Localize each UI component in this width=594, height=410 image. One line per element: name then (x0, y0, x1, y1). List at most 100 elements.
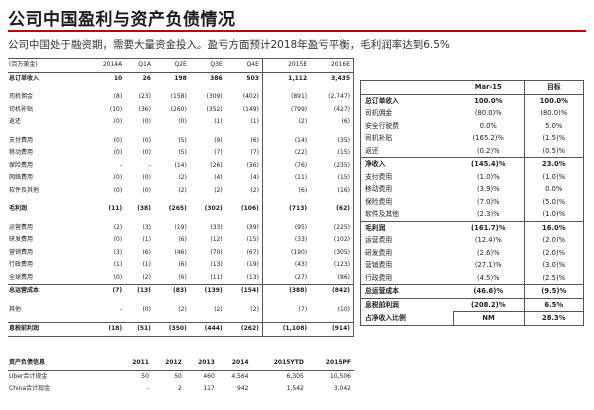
cell-value: (1) (214, 118, 223, 125)
row-label: 返还 (9, 118, 22, 125)
row-label: 其他 (9, 305, 22, 313)
cell-value: (208.2)% (453, 297, 525, 312)
row-label: 司机补贴 (365, 134, 393, 142)
cell-value: (106) (240, 205, 259, 212)
row-label: 司机补贴 (9, 105, 34, 113)
column-header: 2012 (151, 357, 185, 371)
cell-value: (10) (310, 303, 355, 316)
column-header: 2015PF (306, 357, 354, 371)
cell-value: (352) (206, 105, 223, 113)
row-label: 研发费用 (9, 236, 34, 243)
cell-value: (1) (250, 118, 259, 125)
table-row: 毛利润 (11) (38) (265) (302) (106) (713) (62) (8, 203, 355, 216)
cell-value (310, 297, 355, 304)
cell-value: (4) (214, 174, 223, 181)
cell-value: (2.5)% (523, 271, 584, 285)
cell-value (261, 197, 311, 203)
cell-value: 460 (203, 372, 215, 380)
balance-sheet-table: 资产负债信息 2011 2012 2013 2014 2015YTD 2015PF Uber合… (8, 357, 354, 396)
cell-value: 10,506 (330, 372, 351, 380)
table-row (8, 85, 355, 91)
cell-value: (0) (142, 305, 151, 313)
table-row: 营销费用 (3) (6) (46) (70) (67) (190) (305) (8, 246, 355, 259)
cell-value: (0.5)% (523, 144, 584, 158)
column-header: 2015YTD (251, 357, 307, 371)
cell-value: (19) (246, 261, 259, 268)
cell-value: (36) (246, 161, 259, 169)
cell-value: (1.0)% (523, 170, 584, 183)
cell-value: (46.6)% (453, 284, 525, 298)
title-divider (8, 30, 586, 32)
cell-value: NM (452, 311, 525, 326)
table-header-row: (百万美金) 2014A Q1A Q2E Q3E Q4E 2015E 2016E (8, 58, 355, 73)
cell-value: (0) (142, 118, 151, 125)
cell-value: (309) (206, 93, 223, 100)
cell-value: (4.5)% (476, 273, 500, 282)
cell-value: (8) (113, 93, 123, 100)
cell-value: (62) (310, 203, 355, 216)
cell-value: (3.0)% (523, 259, 584, 272)
cell-value: (86) (310, 271, 355, 285)
cell-value: (7) (87, 284, 126, 298)
cell-value: (842) (310, 284, 355, 298)
table-row: 司机补贴 (165.2)% (1.5)% (361, 132, 584, 145)
column-header: 目标 (523, 80, 584, 95)
row-label: 移动费用 (9, 149, 34, 156)
cell-value: (2) (113, 223, 123, 231)
cell-value: (13) (210, 261, 223, 268)
cell-value (310, 128, 355, 135)
table-row: 总订单收入 10 26 198 386 503 1,112 3,435 (8, 72, 355, 85)
cell-value (261, 297, 311, 304)
cell-value: 2 (178, 385, 182, 392)
row-label: 毛利润 (360, 220, 453, 234)
cell-value: (2.6)% (476, 248, 500, 257)
table-header-row: Mar-15 目标 (360, 80, 584, 95)
table-row: 司机佣金 (80.0)% (80.0)% (361, 107, 584, 120)
row-label: 司机佣金 (365, 109, 393, 117)
cell-value (261, 128, 311, 135)
cell-value: (12.4)% (474, 236, 502, 244)
cell-value: (7.0)% (476, 197, 500, 206)
table-row (8, 128, 355, 135)
table-row: 研发费用 (2.6)% (2.0)% (361, 246, 584, 259)
table-row: 净收入 (145.4)% 23.0% (360, 157, 584, 171)
page-title: 公司中国盈利与资产负债情况 (8, 10, 236, 30)
cell-value: (444) (189, 322, 226, 337)
row-label: 司机佣金 (9, 93, 34, 100)
cell-value: (46) (174, 248, 187, 256)
cell-value: 503 (246, 74, 259, 82)
column-header: Q3E (189, 58, 226, 73)
table-row: 司机补贴 (10) (36) (260) (352) (149) (799) (427) (8, 103, 355, 116)
table-row: 总运营成本 (46.6)% (9.5)% (360, 284, 584, 298)
column-header: Q4E (225, 58, 263, 73)
cell-value: (914) (310, 322, 355, 337)
cell-value: (427) (310, 103, 355, 116)
column-header: (百万美金) (8, 58, 87, 73)
row-label: 保险费用 (365, 197, 393, 206)
cell-value: (2) (178, 305, 187, 313)
cell-value: 1,112 (261, 72, 311, 85)
row-label: 运营费用 (9, 223, 34, 231)
table-row: 行政费用 (1) (1) (6) (13) (19) (43) (123) (8, 259, 355, 272)
table-row: 司机佣金 (8) (23) (158) (309) (402) (891) (2,747) (8, 91, 355, 104)
column-header: Q2E (153, 58, 190, 73)
cell-value: 3,435 (310, 72, 355, 85)
cell-value: (43) (261, 259, 311, 272)
cell-value: (13) (246, 273, 259, 281)
row-label: 行政费用 (365, 273, 393, 282)
cell-value: (10) (109, 105, 123, 113)
cell-value: (0) (142, 149, 151, 156)
row-label: 运营费用 (365, 236, 393, 244)
cell-value (310, 197, 355, 203)
cell-value: (2.3)% (476, 210, 500, 218)
row-label: 支付费用 (9, 136, 34, 144)
row-label: 总运营成本 (360, 284, 453, 298)
cell-value: 0.0% (479, 121, 497, 130)
row-label: 软件及其他 (9, 186, 40, 194)
cell-value: (5) (178, 149, 187, 156)
column-header: 2016E (310, 58, 355, 73)
column-header: 资产负债信息 (8, 357, 119, 371)
cell-value: (2.0)% (523, 234, 584, 247)
cell-value: (225) (310, 221, 355, 234)
cell-value: 386 (210, 74, 223, 82)
